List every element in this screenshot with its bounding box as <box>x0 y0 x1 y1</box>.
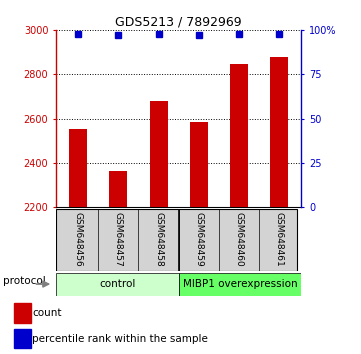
Text: control: control <box>99 279 135 289</box>
Text: GSM648461: GSM648461 <box>275 212 284 267</box>
Bar <box>109 171 127 207</box>
Bar <box>190 122 208 207</box>
Text: GSM648456: GSM648456 <box>74 212 83 267</box>
Text: MIBP1 overexpression: MIBP1 overexpression <box>183 279 297 289</box>
Bar <box>14 329 31 348</box>
Title: GDS5213 / 7892969: GDS5213 / 7892969 <box>116 16 242 29</box>
Text: GSM648458: GSM648458 <box>154 212 163 267</box>
Text: GSM648459: GSM648459 <box>194 212 203 267</box>
Bar <box>149 101 168 207</box>
Bar <box>270 57 288 207</box>
Bar <box>69 129 87 207</box>
Text: protocol: protocol <box>3 276 45 286</box>
Bar <box>56 273 179 296</box>
Text: count: count <box>32 308 61 318</box>
Text: GSM648457: GSM648457 <box>114 212 123 267</box>
Text: percentile rank within the sample: percentile rank within the sample <box>32 334 208 344</box>
Bar <box>179 273 301 296</box>
Bar <box>14 303 31 323</box>
Bar <box>230 64 248 207</box>
Text: GSM648460: GSM648460 <box>235 212 244 267</box>
